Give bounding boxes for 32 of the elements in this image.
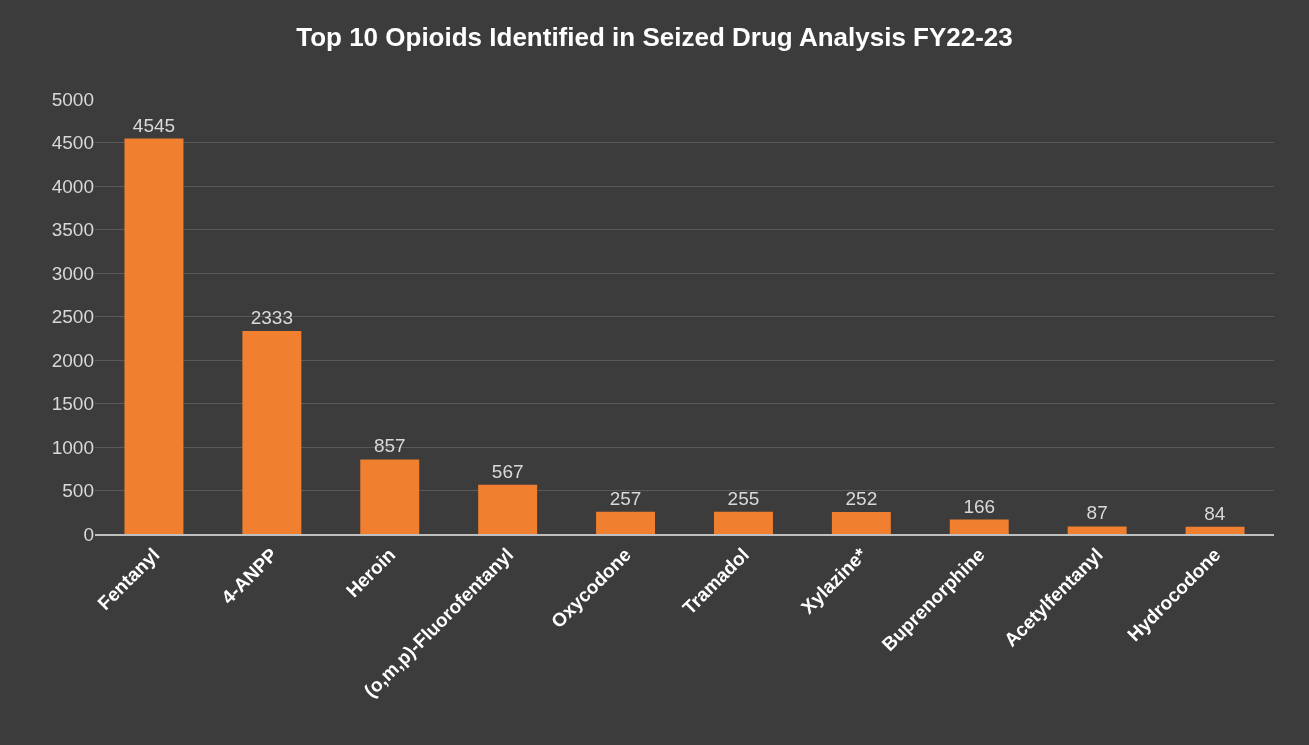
- bar: [1185, 526, 1245, 534]
- data-label: 4545: [132, 114, 176, 136]
- bar: [242, 331, 302, 534]
- chart-title: Top 10 Opioids Identified in Seized Drug Analysis FY22-23: [296, 22, 1013, 53]
- bar: [596, 511, 656, 534]
- y-tick-label: 0: [83, 523, 94, 545]
- data-label: 252: [845, 488, 878, 510]
- bar: [713, 511, 773, 534]
- bar: [124, 138, 184, 534]
- bar: [831, 512, 891, 534]
- y-tick-label: 500: [62, 480, 94, 502]
- y-tick-label: 4000: [51, 175, 94, 197]
- data-label: 255: [727, 487, 760, 509]
- data-label: 857: [373, 435, 406, 457]
- y-tick-label: 1000: [51, 436, 94, 458]
- y-tick-label: 2500: [51, 306, 94, 328]
- y-tick-label: 3000: [51, 262, 94, 284]
- y-tick-label: 3500: [51, 219, 94, 241]
- y-tick-label: 1500: [51, 393, 94, 415]
- data-label: 87: [1086, 502, 1108, 524]
- bar: [1067, 526, 1127, 534]
- bar: [949, 519, 1009, 534]
- y-tick-label: 2000: [51, 349, 94, 371]
- bar: [478, 484, 538, 534]
- data-label: 2333: [250, 307, 293, 329]
- data-label: 257: [609, 487, 642, 509]
- data-label: 84: [1204, 502, 1226, 524]
- y-tick-label: 5000: [51, 88, 94, 110]
- data-label: 166: [963, 495, 996, 517]
- bar: [360, 459, 420, 534]
- data-label: 567: [491, 460, 524, 482]
- y-tick-label: 4500: [51, 132, 94, 154]
